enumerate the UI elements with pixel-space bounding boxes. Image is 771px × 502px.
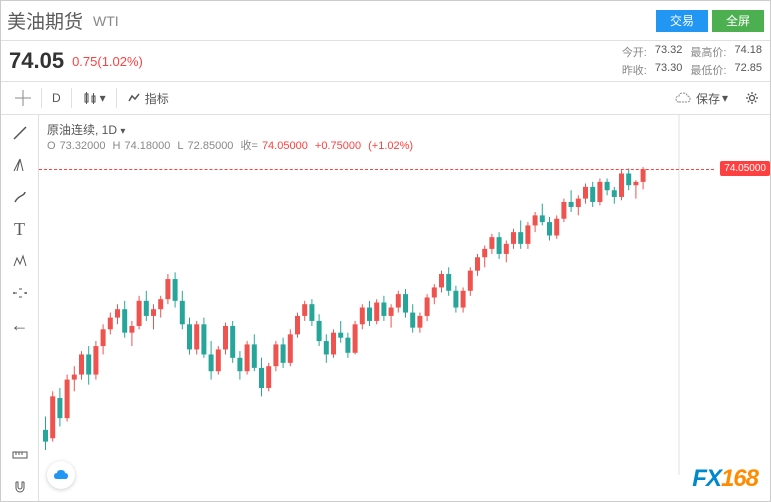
trend-line-tool[interactable] xyxy=(6,119,34,147)
watermark: FX168 xyxy=(692,465,758,493)
high-value: 74.18 xyxy=(734,44,762,60)
trade-button[interactable]: 交易 xyxy=(656,10,708,32)
drawing-toolbar: T ← xyxy=(1,115,39,501)
instrument-title: 美油期货 xyxy=(7,7,83,34)
chart-area[interactable]: 原油连续, 1D ▾ O73.32000 H74.18000 L72.85000… xyxy=(39,115,770,501)
candlestick-chart xyxy=(39,115,770,501)
magnet-tool[interactable] xyxy=(6,473,34,501)
fullscreen-button[interactable]: 全屏 xyxy=(712,10,764,32)
last-price-line xyxy=(39,169,714,170)
interval-selector[interactable]: D xyxy=(44,85,69,111)
cloud-badge[interactable] xyxy=(47,461,75,489)
prev-value: 73.30 xyxy=(655,62,683,78)
ohlc-stats: 今开: 73.32 最高价: 74.18 昨收: 73.30 最低价: 72.85 xyxy=(622,44,762,78)
low-value: 72.85 xyxy=(734,62,762,78)
prev-label: 昨收: xyxy=(622,62,647,78)
crosshair-tool[interactable] xyxy=(7,85,39,111)
low-label: 最低价: xyxy=(690,62,726,78)
settings-button[interactable] xyxy=(740,86,764,110)
back-button[interactable]: ← xyxy=(6,311,34,339)
indicator-button[interactable]: 指标 xyxy=(119,85,177,111)
last-price: 74.05 xyxy=(9,48,64,74)
chart-series-name: 原油连续, 1D ▾ xyxy=(47,121,125,138)
open-label: 今开: xyxy=(622,44,647,60)
ruler-tool[interactable] xyxy=(6,441,34,469)
ohlc-readout: O73.32000 H74.18000 L72.85000 收=74.05000… xyxy=(47,137,417,153)
forecast-tool[interactable] xyxy=(6,279,34,307)
price-change: 0.75(1.02%) xyxy=(72,54,143,69)
cloud-icon xyxy=(674,91,692,105)
last-price-tag: 74.05000 xyxy=(720,161,770,176)
pattern-tool[interactable] xyxy=(6,247,34,275)
cloud-save-button[interactable]: 保存▾ xyxy=(668,90,734,107)
instrument-symbol: WTI xyxy=(93,13,119,29)
brush-tool[interactable] xyxy=(6,183,34,211)
candle-style[interactable]: ▾ xyxy=(74,85,114,111)
text-tool[interactable]: T xyxy=(6,215,34,243)
pitchfork-tool[interactable] xyxy=(6,151,34,179)
high-label: 最高价: xyxy=(690,44,726,60)
open-value: 73.32 xyxy=(655,44,683,60)
